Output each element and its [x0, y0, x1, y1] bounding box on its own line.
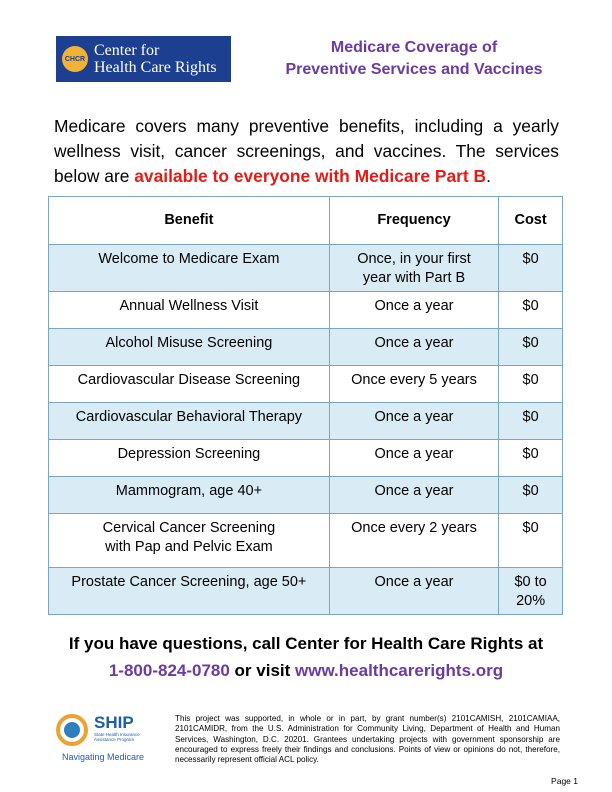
- cell-line: Cardiovascular Behavioral Therapy: [75, 409, 303, 425]
- header-cost: Cost: [498, 196, 563, 245]
- phone-link[interactable]: 1-800-824-0780: [108, 661, 230, 680]
- cell-line: $0: [522, 483, 539, 499]
- cell-cost: $0: [498, 291, 563, 329]
- table-row: Welcome to Medicare Exam Once, in your fi…: [48, 244, 563, 292]
- cell-frequency: Once every 5 years: [328, 365, 500, 403]
- cell-line: Prostate Cancer Screening, age 50+: [71, 574, 307, 590]
- ship-tagline: Navigating Medicare: [62, 752, 145, 762]
- table-row: Cervical Cancer Screening with Pap and Pe…: [48, 513, 563, 568]
- contact-line1: If you have questions, call Center for H…: [68, 634, 544, 653]
- contact-line2: 1-800-824-0780 or visit www.healthcareri…: [20, 657, 592, 684]
- website-link[interactable]: www.healthcarerights.org: [295, 661, 504, 680]
- ship-logo: SHIP State Health Insurance Assistance P…: [56, 710, 161, 768]
- cell-line: $0 to: [514, 574, 547, 590]
- cell-frequency: Once a year: [328, 402, 500, 440]
- cell-line: Cardiovascular Disease Screening: [77, 372, 301, 388]
- page-number: Page 1: [551, 776, 578, 786]
- cell-line: with Pap and Pelvic Exam: [105, 539, 273, 555]
- intro-text: Medicare covers many preventive benefits…: [54, 116, 559, 186]
- table-row: Alcohol Misuse Screening Once a year $0: [48, 328, 563, 366]
- logo-line1: Center for: [94, 42, 160, 59]
- cell-frequency: Once a year: [328, 476, 500, 514]
- cell-line: year with Part B: [362, 270, 466, 286]
- ship-person-icon: [64, 722, 80, 738]
- cell-cost: $0: [498, 402, 563, 440]
- cell-cost: $0: [498, 476, 563, 514]
- cell-benefit: Welcome to Medicare Exam: [48, 244, 330, 292]
- table-row: Cardiovascular Behavioral Therapy Once a …: [48, 402, 563, 440]
- header-benefit: Benefit: [48, 196, 330, 245]
- cell-benefit: Cervical Cancer Screening with Pap and Pe…: [48, 513, 330, 568]
- chcr-logo: CHCR Center for Health Care Rights: [56, 36, 231, 82]
- ship-name: SHIP: [94, 713, 134, 732]
- table-row: Mammogram, age 40+ Once a year $0: [48, 476, 563, 514]
- cell-line: $0: [522, 446, 539, 462]
- benefits-table: Benefit Frequency Cost Welcome to Medica…: [48, 196, 563, 615]
- cell-frequency: Once a year: [328, 328, 500, 366]
- cell-line: Cervical Cancer Screening: [102, 520, 276, 536]
- cell-line: 20%: [516, 593, 546, 609]
- cell-line: Welcome to Medicare Exam: [98, 251, 280, 267]
- cell-benefit: Cardiovascular Behavioral Therapy: [48, 402, 330, 440]
- cell-benefit: Alcohol Misuse Screening: [48, 328, 330, 366]
- intro-highlight: available to everyone with Medicare Part…: [134, 166, 487, 186]
- cell-line: $0: [522, 251, 539, 267]
- cell-cost: $0: [498, 365, 563, 403]
- cell-line: Once, in your first: [357, 251, 471, 267]
- cell-line: Once a year: [374, 446, 454, 462]
- cell-line: Once a year: [374, 409, 454, 425]
- cell-line: $0: [522, 335, 539, 351]
- cell-line: Once a year: [374, 574, 454, 590]
- grant-disclaimer: This project was supported, in whole or …: [175, 714, 560, 765]
- chcr-logo-text: Center for Health Care Rights: [94, 42, 217, 76]
- cell-frequency: Once a year: [328, 439, 500, 477]
- cell-frequency: Once, in your first year with Part B: [328, 244, 500, 292]
- cell-line: Once a year: [374, 298, 454, 314]
- cell-frequency: Once a year: [328, 291, 500, 329]
- table-row: Prostate Cancer Screening, age 50+ Once a…: [48, 567, 563, 615]
- cell-cost: $0: [498, 513, 563, 568]
- cell-benefit: Depression Screening: [48, 439, 330, 477]
- cell-line: $0: [522, 372, 539, 388]
- cell-line: Mammogram, age 40+: [115, 483, 263, 499]
- intro-paragraph: Medicare covers many preventive benefits…: [54, 114, 559, 189]
- cell-line: Once every 5 years: [351, 372, 477, 388]
- cell-benefit: Cardiovascular Disease Screening: [48, 365, 330, 403]
- table-row: Cardiovascular Disease Screening Once eve…: [48, 365, 563, 403]
- page-title: Medicare Coverage of Preventive Services…: [250, 37, 578, 81]
- cell-line: $0: [522, 298, 539, 314]
- cell-cost: $0: [498, 244, 563, 292]
- cell-frequency: Once a year: [328, 567, 500, 615]
- cell-line: Annual Wellness Visit: [119, 298, 259, 314]
- cell-line: $0: [522, 409, 539, 425]
- cell-line: Once every 2 years: [351, 520, 477, 536]
- contact-info: If you have questions, call Center for H…: [20, 630, 592, 684]
- contact-middle: or visit: [229, 661, 296, 680]
- cell-benefit: Mammogram, age 40+: [48, 476, 330, 514]
- intro-end: .: [486, 166, 491, 186]
- table-row: Depression Screening Once a year $0: [48, 439, 563, 477]
- cell-cost: $0 to 20%: [498, 567, 563, 615]
- cell-benefit: Annual Wellness Visit: [48, 291, 330, 329]
- cell-cost: $0: [498, 439, 563, 477]
- cell-benefit: Prostate Cancer Screening, age 50+: [48, 567, 330, 615]
- title-line1: Medicare Coverage of: [330, 39, 498, 56]
- table-row: Annual Wellness Visit Once a year $0: [48, 291, 563, 329]
- cell-line: Once a year: [374, 483, 454, 499]
- header-frequency: Frequency: [328, 196, 500, 245]
- cell-cost: $0: [498, 328, 563, 366]
- cell-frequency: Once every 2 years: [328, 513, 500, 568]
- cell-line: Depression Screening: [117, 446, 261, 462]
- cell-line: Once a year: [374, 335, 454, 351]
- cell-line: $0: [522, 520, 539, 536]
- cell-line: Alcohol Misuse Screening: [105, 335, 273, 351]
- title-line2: Preventive Services and Vaccines: [285, 61, 543, 78]
- chcr-logo-mark: CHCR: [62, 46, 88, 72]
- table-header-row: Benefit Frequency Cost: [48, 196, 563, 245]
- table-body: Welcome to Medicare Exam Once, in your fi…: [48, 244, 563, 615]
- logo-line2: Health Care Rights: [94, 59, 217, 76]
- ship-subtitle: State Health Insurance Assistance Progra…: [94, 732, 140, 742]
